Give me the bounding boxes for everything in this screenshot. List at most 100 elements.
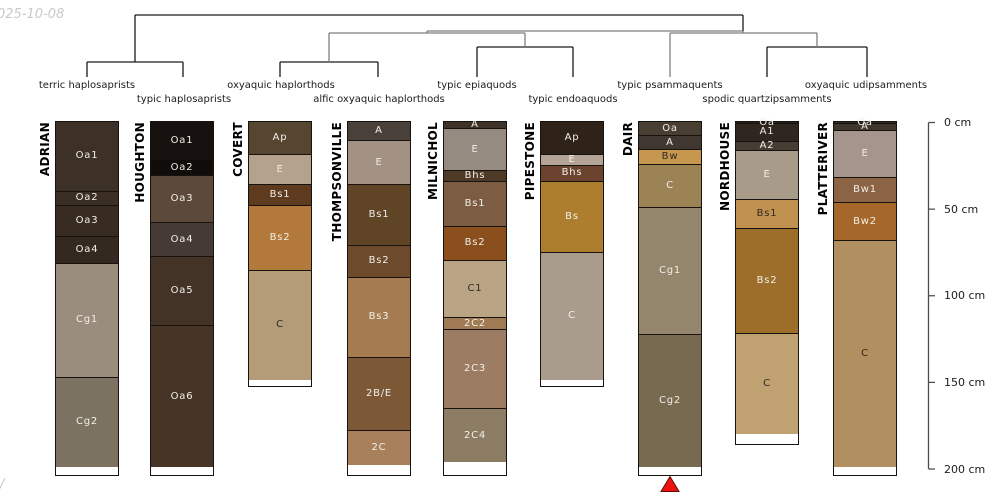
horizon-cg2: Cg2 bbox=[639, 335, 701, 467]
horizon-label: Bs1 bbox=[269, 189, 291, 201]
horizon-label: Oa1 bbox=[75, 150, 99, 162]
watermark-date: 025-10-08 bbox=[0, 7, 65, 22]
horizon-bs2: Bs2 bbox=[444, 227, 506, 261]
horizon-a1: A1 bbox=[736, 124, 798, 142]
horizon-c: C bbox=[834, 241, 896, 467]
horizon-label: A bbox=[375, 125, 383, 137]
profile-name-thompsonville: THOMPSONVILLE bbox=[330, 121, 344, 241]
profile-column-houghton: Oa1 Oa2 Oa3 Oa4 Oa5 Oa6 bbox=[150, 121, 214, 476]
depth-tick-label: 200 cm bbox=[944, 462, 986, 476]
profile-column-milnichol: A E Bhs Bs1 Bs2 C1 2C2 2C3 2C4 bbox=[443, 119, 507, 476]
depth-tick-label: 50 cm bbox=[944, 202, 979, 216]
horizon-label: A bbox=[471, 119, 479, 131]
profile-name-nordhouse: NORDHOUSE bbox=[718, 121, 732, 211]
horizon-label: Cg1 bbox=[75, 314, 99, 326]
horizon-e: E bbox=[249, 155, 311, 186]
horizon-label: Bs2 bbox=[464, 237, 486, 249]
horizon-label: C bbox=[666, 179, 674, 191]
horizon-bs1: Bs1 bbox=[348, 185, 410, 246]
horizon-label: A2 bbox=[759, 139, 775, 151]
horizon-label: Oa1 bbox=[170, 134, 194, 146]
profile-column-thompsonville: A E Bs1 Bs2 Bs3 2B/E 2C bbox=[347, 121, 411, 476]
horizon-bs1: Bs1 bbox=[249, 185, 311, 207]
taxon-label: typic endoaquods bbox=[528, 94, 618, 105]
horizon-bs: Bs bbox=[541, 181, 603, 254]
profile-name-pipestone: PIPESTONE bbox=[523, 121, 537, 200]
horizon-a: A bbox=[834, 121, 896, 133]
taxon-label: typic haplosaprists bbox=[136, 94, 232, 105]
horizon-oa: Oa bbox=[736, 117, 798, 127]
watermark-slash-mark: / bbox=[0, 477, 5, 492]
profile-name-dair: DAIR bbox=[621, 121, 635, 156]
horizon-label: Oa2 bbox=[170, 161, 194, 173]
horizon-label: C bbox=[276, 319, 284, 331]
horizon-ap: Ap bbox=[249, 122, 311, 156]
horizon-bw1: Bw1 bbox=[834, 178, 896, 203]
profile-column-platteriver: Oa A E Bw1 Bw2 C bbox=[833, 117, 897, 476]
horizon-a: A bbox=[639, 136, 701, 151]
horizon-oa2: Oa2 bbox=[151, 160, 213, 177]
horizon-label: C bbox=[861, 348, 869, 360]
taxon-label: oxyaquic haplorthods bbox=[227, 80, 335, 91]
horizon-label: E bbox=[861, 148, 869, 160]
horizon-label: 2C3 bbox=[463, 363, 487, 375]
horizon-label: Oa bbox=[759, 116, 775, 128]
horizon-ap: Ap bbox=[541, 122, 603, 156]
horizon-label: Oa4 bbox=[75, 243, 99, 255]
profile-column-pipestone: Ap E Bhs Bs C bbox=[540, 121, 604, 388]
horizon-cg1: Cg1 bbox=[56, 263, 118, 379]
horizon-c: C bbox=[736, 333, 798, 435]
horizon-oa6: Oa6 bbox=[151, 326, 213, 467]
horizon-label: 2C2 bbox=[463, 317, 487, 329]
horizon-label: Bs2 bbox=[368, 255, 390, 267]
horizon-2c4: 2C4 bbox=[444, 408, 506, 463]
horizon-label: E bbox=[276, 163, 284, 175]
horizon-label: Bw2 bbox=[853, 215, 877, 227]
horizon-bs2: Bs2 bbox=[736, 229, 798, 334]
depth-axis bbox=[927, 121, 935, 470]
horizon-e: E bbox=[444, 129, 506, 172]
horizon-label: 2C4 bbox=[463, 429, 487, 441]
horizon-label: A bbox=[861, 121, 869, 133]
horizon-2c3: 2C3 bbox=[444, 330, 506, 409]
horizon-bs3: Bs3 bbox=[348, 277, 410, 358]
horizon-cg1: Cg1 bbox=[639, 208, 701, 335]
profile-column-nordhouse: Oa A1 A2 E Bs1 Bs2 C bbox=[735, 117, 799, 445]
horizon-label: Bs bbox=[565, 211, 579, 223]
profile-column-adrian: Oa1 Oa2 Oa3 Oa4 Cg1 Cg2 bbox=[55, 121, 119, 476]
taxon-label: typic psammaquents bbox=[617, 80, 723, 91]
horizon-label: C bbox=[763, 377, 771, 389]
horizon-label: A bbox=[666, 136, 674, 148]
horizon-label: A1 bbox=[759, 126, 775, 138]
horizon-c: C bbox=[639, 164, 701, 209]
horizon-label: E bbox=[763, 168, 771, 180]
horizon-oa2: Oa2 bbox=[56, 191, 118, 206]
horizon-label: E bbox=[471, 143, 479, 155]
horizon-a: A bbox=[348, 122, 410, 142]
horizon-c1: C1 bbox=[444, 260, 506, 318]
horizon-label: Bs1 bbox=[756, 207, 778, 219]
horizon-2be: 2B/E bbox=[348, 357, 410, 431]
horizon-oa3: Oa3 bbox=[151, 176, 213, 224]
taxon-label: typic epiaquods bbox=[437, 80, 517, 91]
horizon-e: E bbox=[736, 150, 798, 200]
horizon-label: Bs2 bbox=[756, 274, 778, 286]
horizon-2c2: 2C2 bbox=[444, 317, 506, 331]
horizon-bs2: Bs2 bbox=[348, 245, 410, 278]
horizon-a2: A2 bbox=[736, 139, 798, 151]
horizon-label: Bs2 bbox=[269, 231, 291, 243]
horizon-a: A bbox=[444, 119, 506, 131]
horizon-label: Oa bbox=[662, 122, 678, 134]
horizon-oa: Oa bbox=[834, 117, 896, 127]
horizon-bw2: Bw2 bbox=[834, 203, 896, 242]
horizon-label: Oa5 bbox=[170, 285, 194, 297]
horizon-label: E bbox=[568, 154, 576, 166]
horizon-bs1: Bs1 bbox=[444, 181, 506, 228]
horizon-label: C1 bbox=[467, 282, 483, 294]
horizon-e: E bbox=[348, 141, 410, 186]
horizon-bhs: Bhs bbox=[541, 165, 603, 182]
horizon-oa: Oa bbox=[639, 122, 701, 137]
horizon-label: 2C bbox=[371, 441, 387, 453]
